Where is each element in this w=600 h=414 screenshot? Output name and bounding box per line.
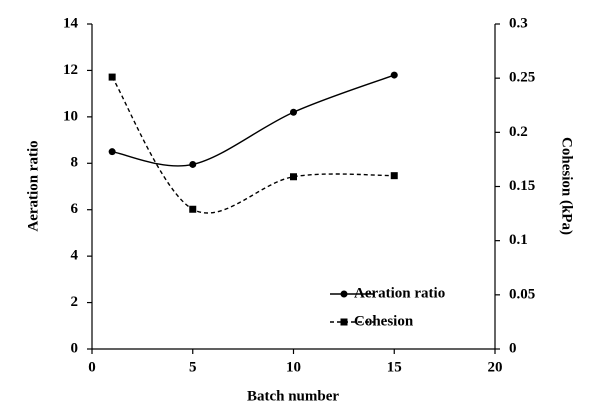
y2-tick-label: 0.3 <box>509 15 528 31</box>
marker <box>108 148 116 156</box>
x-tick-label: 10 <box>286 359 301 375</box>
y2-tick-label: 0 <box>509 340 517 356</box>
y-tick-label: 4 <box>71 248 79 264</box>
series-line <box>111 76 395 214</box>
x-tick-label: 20 <box>488 359 503 375</box>
series-line <box>112 74 395 167</box>
y-tick-label: 6 <box>71 201 79 217</box>
marker <box>189 205 197 213</box>
y-tick-label: 14 <box>63 15 79 31</box>
x-tick-label: 0 <box>88 359 96 375</box>
y-tick-label: 0 <box>71 340 79 356</box>
y-tick-label: 12 <box>63 62 78 78</box>
y-tick-label: 8 <box>71 155 79 171</box>
legend-label: Cohesion <box>354 313 414 329</box>
y-tick-label: 2 <box>71 294 79 310</box>
y-tick-label: 10 <box>63 108 78 124</box>
x-tick-label: 15 <box>387 359 402 375</box>
y2-tick-label: 0.05 <box>509 286 535 302</box>
legend-marker <box>340 290 348 298</box>
marker <box>390 172 398 180</box>
x-axis-label: Batch number <box>247 388 339 404</box>
y2-tick-label: 0.25 <box>509 70 535 86</box>
y2-tick-label: 0.1 <box>509 232 528 248</box>
y-axis-label: Aeration ratio <box>25 140 41 231</box>
marker <box>108 73 116 81</box>
x-tick-label: 5 <box>189 359 197 375</box>
marker <box>390 71 398 79</box>
y2-axis-label: Cohesion (kPa) <box>559 137 575 235</box>
y2-tick-label: 0.15 <box>509 178 535 194</box>
marker <box>189 160 197 168</box>
legend-marker <box>340 318 348 326</box>
y2-tick-label: 0.2 <box>509 124 528 140</box>
legend-label: Aeration ratio <box>354 285 445 301</box>
marker <box>290 173 297 181</box>
marker <box>290 108 297 116</box>
